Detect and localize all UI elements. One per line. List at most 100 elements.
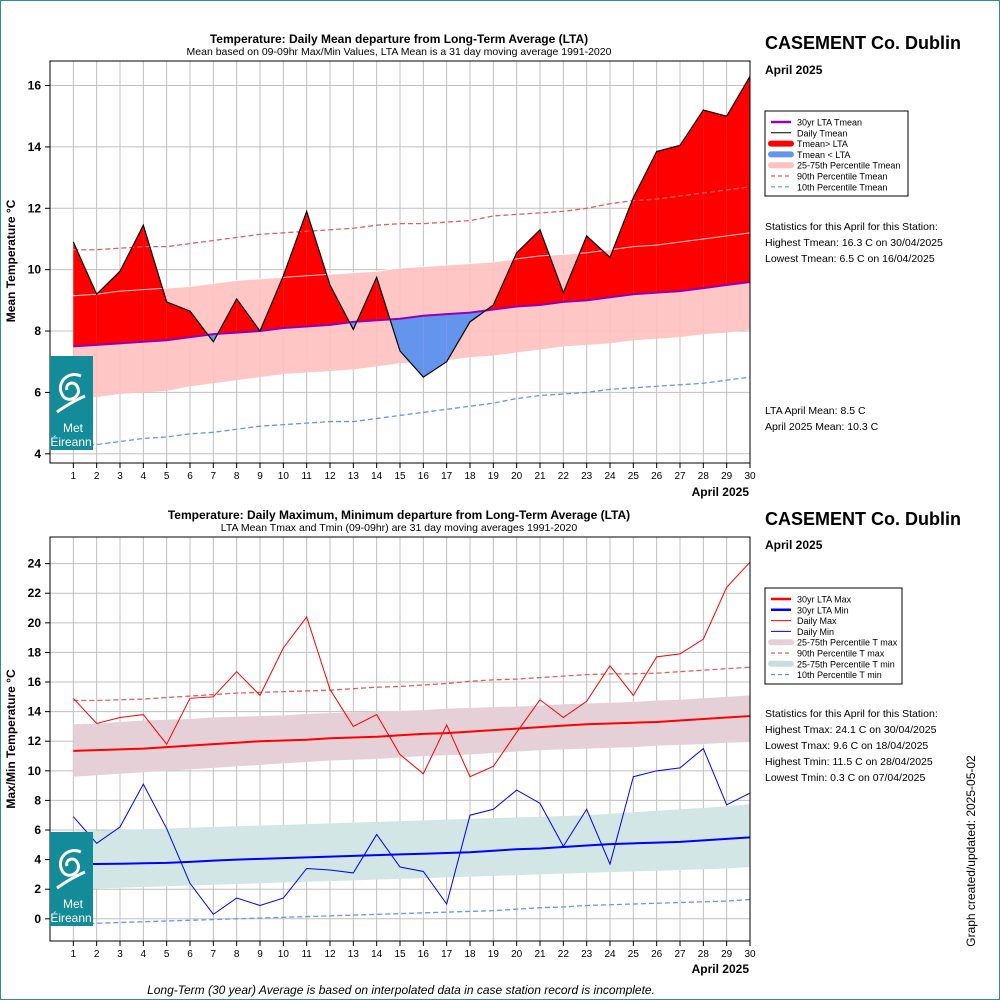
maxmin-y-tick-label: 4 [34,853,41,867]
mean-x-tick-label: 27 [674,471,686,482]
mean-x-tick-label: 28 [698,471,710,482]
maxmin-x-tick-label: 5 [164,949,170,960]
mean-stat-lowest: Lowest Tmean: 6.5 C on 16/04/2025 [765,253,935,265]
met-eireann-swirl-icon [58,849,82,877]
maxmin-x-axis-label: April 2025 [692,962,750,976]
mean-x-tick-label: 9 [257,471,263,482]
p90-tmean-line [73,186,751,251]
maxmin-month-label: April 2025 [765,538,823,552]
stat-lowest-tmin: Lowest Tmin: 0.3 C on 07/04/2025 [765,772,925,784]
maxmin-x-tick-label: 17 [441,949,453,960]
mean-y-axis-label: Mean Temperature °C [4,199,18,322]
mean-legend-label: 25-75th Percentile Tmean [797,161,900,171]
stat-highest-tmax: Highest Tmax: 24.1 C on 30/04/2025 [765,724,937,736]
maxmin-legend-label: Daily Max [797,616,837,626]
mean-x-tick-label: 25 [628,471,640,482]
stat-highest-tmin: Highest Tmin: 11.5 C on 28/04/2025 [765,756,933,768]
maxmin-x-tick-label: 13 [348,949,360,960]
maxmin-chart-subtitle: LTA Mean Tmax and Tmin (09-09hr) are 31 … [221,522,578,534]
maxmin-x-tick-label: 12 [324,949,336,960]
lta-tmin-line [73,836,751,866]
mean-band-upper-edge [73,232,751,297]
mean-y-tick-label: 8 [34,324,41,338]
maxmin-y-tick-label: 22 [28,586,42,600]
maxmin-y-tick-label: 14 [28,705,42,719]
tmean-below-lta-area [400,315,424,378]
mean-x-tick-label: 12 [324,471,336,482]
mean-x-tick-label: 16 [418,471,430,482]
logo-text-met: Met [63,897,84,911]
mean-x-tick-label: 8 [234,471,240,482]
maxmin-x-tick-label: 21 [534,949,546,960]
mean-x-tick-label: 2 [94,471,100,482]
mean-x-tick-label: 19 [488,471,500,482]
mean-y-tick-label: 6 [34,385,41,399]
maxmin-y-tick-label: 6 [34,823,41,837]
maxmin-x-tick-label: 29 [721,949,733,960]
maxmin-x-tick-label: 19 [488,949,500,960]
mean-x-tick-label: 1 [71,471,77,482]
mean-y-tick-label: 16 [28,79,42,93]
logo-tail-icon [56,870,86,890]
maxmin-legend-label: 30yr LTA Max [797,595,852,605]
maxmin-x-tick-label: 26 [651,949,663,960]
maxmin-x-tick-label: 22 [558,949,570,960]
maxmin-y-tick-label: 20 [28,616,42,630]
lta-tmax-line [73,715,751,752]
maxmin-x-tick-label: 2 [94,949,100,960]
april-2025-mean: April 2025 Mean: 10.3 C [765,421,879,433]
tmean-above-lta-area [166,301,190,341]
logo-text-eireann: Éireann [50,910,91,925]
daily-tmin-line [72,747,751,916]
maxmin-y-tick-label: 10 [28,764,42,778]
logo-text-eireann: Éireann [50,434,91,449]
maxmin-x-tick-label: 24 [604,949,616,960]
maxmin-legend-label: 90th Percentile T max [797,649,885,659]
mean-stat-highest: Highest Tmean: 16.3 C on 30/04/2025 [765,237,943,249]
p90-tmax-line [73,666,751,702]
maxmin-y-tick-label: 0 [34,912,41,926]
logo-tail-icon [56,394,86,414]
mean-legend-label: 30yr LTA Tmean [797,118,862,128]
mean-stats-heading: Statistics for this April for this Stati… [765,221,938,233]
tmean-above-lta-area [563,235,587,302]
mean-x-tick-label: 11 [301,471,312,482]
mean-x-tick-label: 4 [141,471,147,482]
maxmin-x-tick-label: 3 [117,949,123,960]
tmean-above-lta-area [143,225,167,342]
mean-x-tick-label: 26 [651,471,663,482]
mean-x-tick-label: 13 [348,471,360,482]
maxmin-x-tick-label: 4 [141,949,147,960]
maxmin-legend-label: 25-75th Percentile T min [797,659,895,669]
maxmin-legend-label: 25-75th Percentile T max [797,638,898,648]
maxmin-x-tick-label: 11 [301,949,312,960]
mean-x-tick-label: 7 [211,471,217,482]
maxmin-legend-label: 30yr LTA Min [797,605,849,615]
maxmin-x-tick-label: 10 [278,949,290,960]
tmean-above-lta-area [726,76,750,286]
tmean-above-lta-area [680,110,704,292]
maxmin-y-tick-label: 2 [34,882,41,896]
tmean-above-lta-area [703,110,727,289]
mean-x-tick-label: 6 [187,471,193,482]
mean-legend-label: 90th Percentile Tmean [797,172,887,182]
maxmin-x-tick-label: 25 [628,949,640,960]
maxmin-x-tick-label: 14 [371,949,383,960]
daily-tmean-line [72,76,751,378]
maxmin-x-tick-label: 23 [581,949,593,960]
maxmin-legend-box [764,587,903,685]
mean-x-tick-label: 15 [394,471,406,482]
maxmin-y-tick-label: 18 [28,645,42,659]
mean-x-tick-label: 29 [721,471,733,482]
maxmin-x-tick-label: 1 [71,949,77,960]
mean-station-name: CASEMENT Co. Dublin [765,33,961,53]
mean-legend-label: Tmean < LTA [797,150,850,160]
mean-x-tick-label: 3 [117,471,123,482]
maxmin-x-tick-label: 6 [187,949,193,960]
maxmin-x-tick-label: 16 [418,949,430,960]
mean-y-tick-label: 14 [28,140,42,154]
